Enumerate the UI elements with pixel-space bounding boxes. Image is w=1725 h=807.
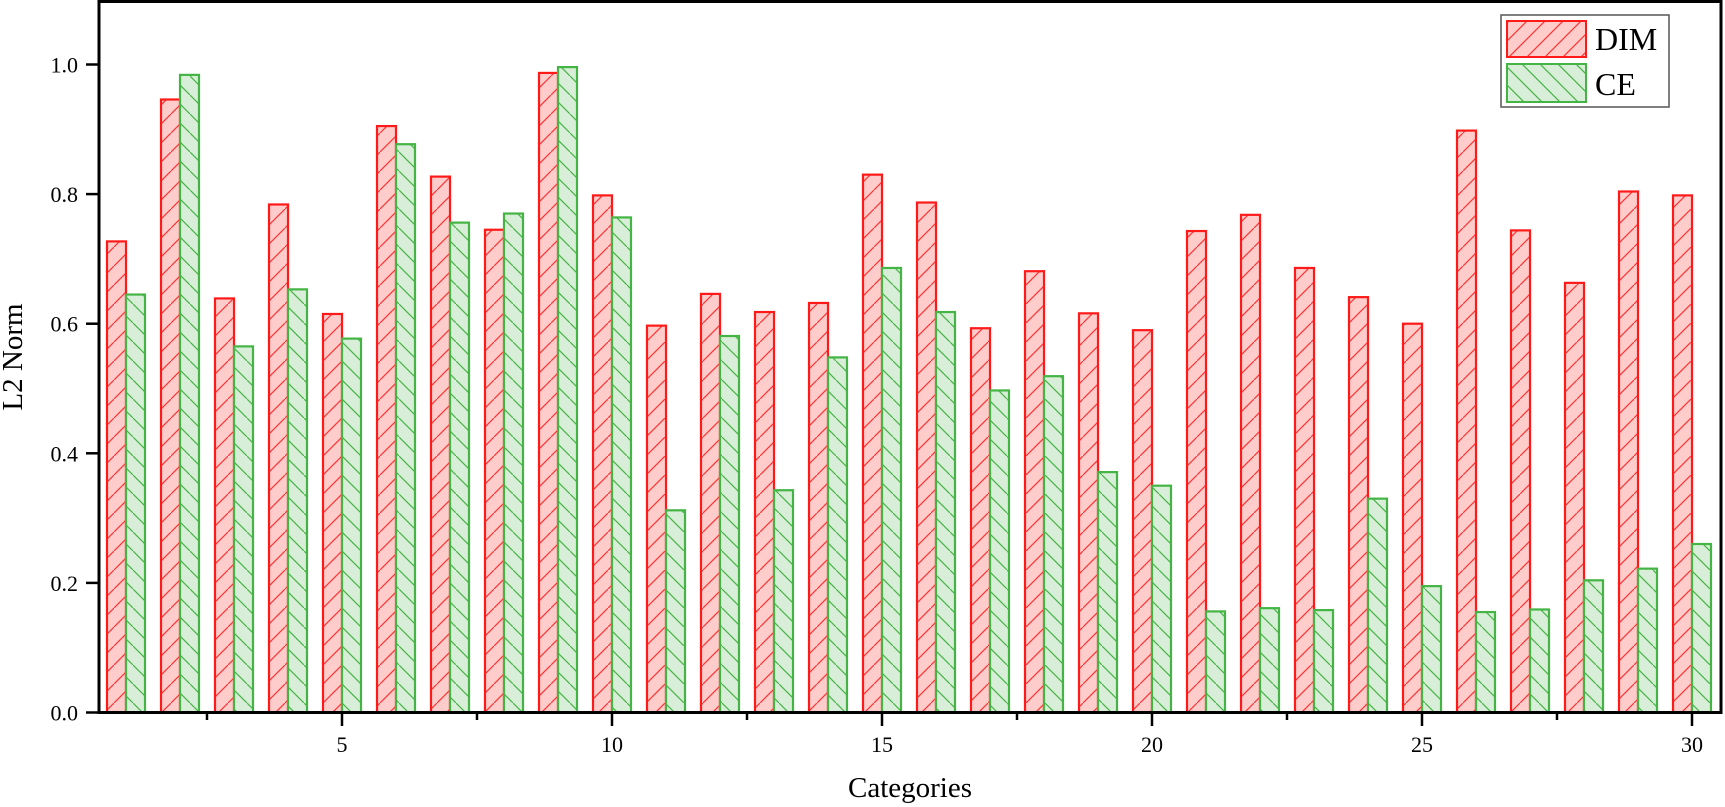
bar-dim-27 xyxy=(1509,229,1532,714)
bar-ce-17 xyxy=(988,389,1011,714)
plot-frame xyxy=(97,0,1723,714)
bar-dim-24 xyxy=(1347,296,1370,714)
bar-dim-9 xyxy=(537,71,560,714)
x-tick-label: 10 xyxy=(601,732,623,757)
y-tick-label: 0.6 xyxy=(51,312,79,337)
y-axis-title: L2 Norm xyxy=(0,303,29,411)
bar-dim-16 xyxy=(915,201,938,714)
bar-dim-5 xyxy=(321,312,344,714)
y-tick-label: 0.4 xyxy=(51,441,79,466)
y-tick-label: 0.0 xyxy=(51,701,79,726)
legend: DIM CE xyxy=(1500,14,1670,108)
bar-ce-14 xyxy=(826,356,849,714)
bar-dim-13 xyxy=(753,310,776,714)
bar-ce-12 xyxy=(718,334,741,714)
bar-dim-11 xyxy=(645,324,668,714)
x-tick-label: 30 xyxy=(1681,732,1703,757)
bar-dim-21 xyxy=(1185,229,1208,714)
bar-ce-15 xyxy=(880,266,903,714)
x-tick-label: 25 xyxy=(1411,732,1433,757)
bar-dim-22 xyxy=(1239,213,1262,714)
y-tick-label: 0.2 xyxy=(51,571,79,596)
legend-swatch-dim xyxy=(1506,20,1587,58)
bar-dim-12 xyxy=(699,292,722,714)
bar-ce-8 xyxy=(502,212,525,714)
bar-ce-7 xyxy=(448,221,471,714)
legend-item-ce[interactable]: CE xyxy=(1506,63,1636,103)
bar-ce-5 xyxy=(340,337,363,714)
bar-dim-17 xyxy=(969,327,992,714)
bar-dim-26 xyxy=(1455,129,1478,714)
bar-ce-1 xyxy=(124,293,147,714)
bar-ce-13 xyxy=(772,489,795,714)
bar-dim-2 xyxy=(159,98,182,714)
bar-ce-29 xyxy=(1636,567,1659,714)
bar-dim-18 xyxy=(1023,270,1046,714)
legend-item-dim[interactable]: DIM xyxy=(1506,20,1657,58)
bar-dim-8 xyxy=(483,228,506,714)
bar-ce-28 xyxy=(1582,579,1605,714)
bar-ce-21 xyxy=(1204,610,1227,714)
y-tick-label: 0.8 xyxy=(51,182,79,207)
bar-dim-20 xyxy=(1131,329,1154,714)
x-tick-label: 15 xyxy=(871,732,893,757)
bar-ce-26 xyxy=(1474,610,1497,714)
bar-ce-30 xyxy=(1690,542,1713,714)
bar-dim-15 xyxy=(861,173,884,714)
bar-ce-2 xyxy=(178,73,201,714)
legend-label-ce: CE xyxy=(1595,66,1636,102)
x-tick-label: 20 xyxy=(1141,732,1163,757)
bar-ce-23 xyxy=(1312,609,1335,714)
bar-dim-14 xyxy=(807,301,830,714)
bar-ce-6 xyxy=(394,143,417,714)
bars-group xyxy=(105,65,1713,714)
bar-dim-28 xyxy=(1563,281,1586,714)
bar-ce-16 xyxy=(934,310,957,714)
y-axis: 0.0 0.2 0.4 0.6 0.8 1.0 xyxy=(51,53,99,726)
bar-dim-29 xyxy=(1617,190,1640,714)
bar-ce-20 xyxy=(1150,484,1173,714)
bar-dim-1 xyxy=(105,240,128,714)
bar-ce-3 xyxy=(232,345,255,714)
bar-ce-24 xyxy=(1366,497,1389,714)
bar-dim-7 xyxy=(429,175,452,714)
bar-dim-19 xyxy=(1077,312,1100,714)
bar-ce-25 xyxy=(1420,585,1443,714)
bar-ce-4 xyxy=(286,288,309,714)
bar-dim-25 xyxy=(1401,322,1424,714)
bar-ce-11 xyxy=(664,509,687,714)
bar-dim-23 xyxy=(1293,266,1316,714)
legend-label-dim: DIM xyxy=(1595,21,1657,57)
bar-ce-27 xyxy=(1528,608,1551,714)
bar-dim-6 xyxy=(375,124,398,714)
bar-ce-18 xyxy=(1042,375,1065,714)
bar-ce-19 xyxy=(1096,470,1119,714)
x-axis: 5 10 15 20 25 30 xyxy=(205,713,1703,757)
x-axis-title: Categories xyxy=(848,772,972,804)
bar-ce-10 xyxy=(610,216,633,714)
y-tick-label: 1.0 xyxy=(51,53,79,78)
x-tick-label: 5 xyxy=(337,732,348,757)
bar-dim-30 xyxy=(1671,194,1694,714)
bar-ce-9 xyxy=(556,65,579,714)
legend-swatch-ce xyxy=(1506,63,1587,103)
bar-ce-22 xyxy=(1258,607,1281,714)
bar-dim-10 xyxy=(591,194,614,714)
bar-dim-3 xyxy=(213,297,236,714)
bar-dim-4 xyxy=(267,203,290,714)
